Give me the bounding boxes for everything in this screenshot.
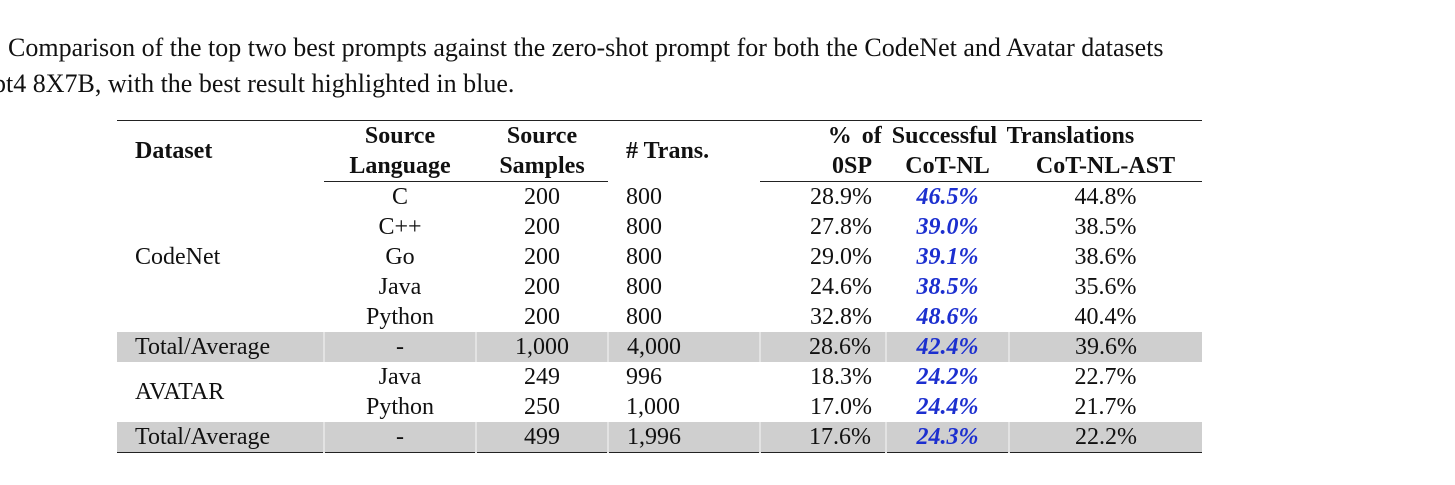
cot-nl-ast-cell: 38.6% <box>1074 244 1137 270</box>
zero-shot-cell: 29.0% <box>810 244 872 270</box>
cot-nl-best-cell: 38.5% <box>916 274 979 300</box>
header-dataset: Dataset <box>117 120 324 182</box>
samples-cell: 200 <box>524 214 560 240</box>
header-row-2: Language Samples 0SP CoT-NL CoT-NL-AST <box>117 151 1202 182</box>
lang-cell: Java <box>378 274 422 300</box>
header-trans: # Trans. <box>608 120 760 182</box>
cot-nl-ast-cell: 22.7% <box>1074 364 1137 390</box>
table-row: Go 200 800 29.0% 39.1% 38.6% <box>117 242 1202 272</box>
total-row-codenet: Total/Average - 1,000 4,000 28.6% 42.4% … <box>117 332 1202 362</box>
zero-shot-cell: 28.9% <box>810 184 872 210</box>
caption-line-1: Comparison of the top two best prompts a… <box>8 33 1164 62</box>
table-row: Java 200 800 24.6% 38.5% 35.6% <box>117 272 1202 302</box>
results-table: Dataset Source Source # Trans. % of Succ… <box>117 120 1202 453</box>
cot-nl-ast-cell: 44.8% <box>1074 184 1137 210</box>
zero-shot-cell: 17.0% <box>810 394 872 420</box>
samples-cell: 249 <box>524 364 560 390</box>
trans-cell: 800 <box>626 244 662 270</box>
cot-nl-ast-cell: 39.6% <box>1008 332 1202 362</box>
samples-cell: 200 <box>524 184 560 210</box>
trans-cell: 800 <box>626 214 662 240</box>
zero-shot-cell: 17.6% <box>759 422 886 453</box>
zero-shot-cell: 32.8% <box>810 304 872 330</box>
table-row: CodeNet C 200 800 28.9% 46.5% 44.8% <box>117 182 1202 270</box>
samples-cell: 250 <box>524 394 560 420</box>
zero-shot-cell: 24.6% <box>810 274 872 300</box>
header-source-language-bottom: Language <box>324 151 476 182</box>
cot-nl-best-cell: 24.3% <box>885 422 1009 453</box>
zero-shot-cell: 28.6% <box>759 332 886 362</box>
lang-cell: Go <box>385 244 415 270</box>
trans-cell: 1,000 <box>626 394 680 420</box>
trans-cell: 1,996 <box>607 422 760 453</box>
cot-nl-best-cell: 39.1% <box>916 244 979 270</box>
lang-cell: C <box>391 184 408 210</box>
cot-nl-ast-cell: 35.6% <box>1074 274 1137 300</box>
trans-cell: 800 <box>626 183 662 210</box>
header-zero-shot: 0SP <box>760 151 886 182</box>
cot-nl-best-cell: 24.2% <box>916 364 979 390</box>
cot-nl-best-cell: 48.6% <box>916 304 979 330</box>
dataset-cell-avatar: AVATAR <box>135 379 225 405</box>
trans-cell: 800 <box>626 274 662 300</box>
cot-nl-best-cell: 46.5% <box>916 184 979 210</box>
samples-cell: 1,000 <box>475 332 608 362</box>
table-row: Python 200 800 32.8% 48.6% 40.4% <box>117 302 1202 332</box>
cot-nl-ast-cell: 22.2% <box>1008 422 1202 453</box>
cot-nl-ast-cell: 40.4% <box>1074 304 1137 330</box>
samples-cell: 499 <box>475 422 608 453</box>
cot-nl-best-cell: 39.0% <box>916 214 979 240</box>
zero-shot-cell: 27.8% <box>810 214 872 240</box>
table-row: C++ 200 800 27.8% 39.0% 38.5% <box>117 212 1202 242</box>
trans-cell: 4,000 <box>607 332 760 362</box>
header-cot-nl-ast: CoT-NL-AST <box>1009 151 1202 182</box>
lang-cell: - <box>323 422 476 453</box>
trans-cell: 800 <box>626 304 662 330</box>
total-row-avatar: Total/Average - 499 1,996 17.6% 24.3% 22… <box>117 422 1202 453</box>
cot-nl-ast-cell: 38.5% <box>1074 214 1137 240</box>
zero-shot-cell: 18.3% <box>810 364 872 390</box>
samples-cell: 200 <box>524 274 560 300</box>
samples-cell: 200 <box>524 244 560 270</box>
dataset-cell-codenet: CodeNet <box>135 243 221 270</box>
lang-cell: C++ <box>378 214 422 240</box>
samples-cell: 200 <box>524 304 560 330</box>
cot-nl-ast-cell: 21.7% <box>1074 394 1137 420</box>
cot-nl-best-cell: 24.4% <box>916 394 979 420</box>
table-caption: Comparison of the top two best prompts a… <box>0 30 1455 102</box>
total-label: Total/Average <box>117 332 324 362</box>
header-row-1: Dataset Source Source # Trans. % of Succ… <box>117 120 1202 182</box>
header-source-language-top: Source <box>324 120 476 151</box>
header-source-samples-bottom: Samples <box>476 151 608 182</box>
lang-cell: Python <box>365 304 434 330</box>
header-cot-nl: CoT-NL <box>886 151 1009 182</box>
table-row: AVATAR Java 249 996 18.3% 24.2% 22.7% <box>117 362 1202 405</box>
total-label: Total/Average <box>117 422 324 453</box>
lang-cell: Python <box>365 394 434 420</box>
header-source-samples-top: Source <box>476 120 608 151</box>
caption-line-2: pt4 8X7B, with the best result highlight… <box>0 69 515 98</box>
cot-nl-best-cell: 42.4% <box>885 332 1009 362</box>
lang-cell: - <box>323 332 476 362</box>
trans-cell: 996 <box>626 364 662 390</box>
lang-cell: Java <box>378 364 422 390</box>
header-success-group: % of Successful Translations <box>760 120 1202 151</box>
table-row: Python 250 1,000 17.0% 24.4% 21.7% <box>117 392 1202 422</box>
